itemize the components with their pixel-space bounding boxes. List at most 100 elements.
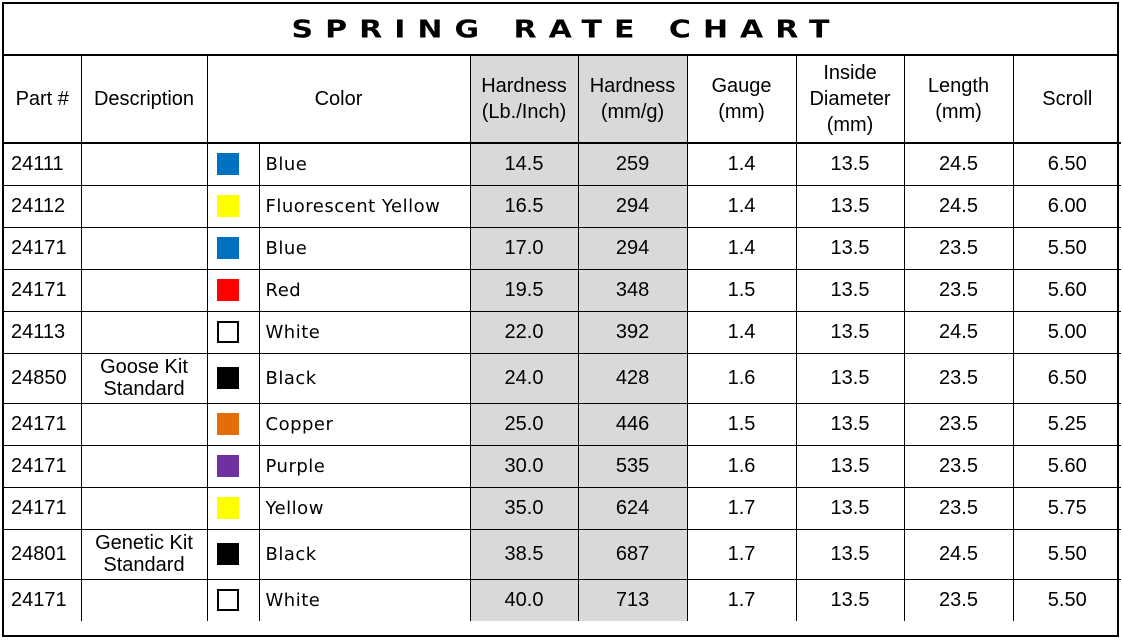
table-row: 24171 White 40.0 713 1.7 13.5 23.5 5.50 (4, 578, 1122, 621)
length-cell: 24.5 (903, 310, 1014, 354)
part-number-cell: 24171 (4, 444, 82, 488)
color-name-cell: Blue (258, 226, 471, 270)
gauge-cell: 1.4 (686, 184, 797, 228)
table-row: 24111 Blue 14.5 259 1.4 13.5 24.5 6.50 (4, 142, 1122, 186)
hardness-lb-cell: 30.0 (469, 444, 579, 488)
scroll-cell: 6.50 (1012, 352, 1122, 404)
part-number-cell: 24112 (4, 184, 82, 228)
table-row: 24171 Purple 30.0 535 1.6 13.5 23.5 5.60 (4, 444, 1122, 488)
description-cell (80, 142, 208, 186)
hardness-mm-cell: 428 (577, 352, 688, 404)
hardness-lb-cell: 19.5 (469, 268, 579, 312)
table-row: 24171 Copper 25.0 446 1.5 13.5 23.5 5.25 (4, 402, 1122, 446)
length-cell: 23.5 (903, 226, 1014, 270)
hardness-lb-cell: 17.0 (469, 226, 579, 270)
color-swatch-cell (206, 578, 260, 621)
color-swatch-cell (206, 352, 260, 404)
inside-diameter-cell: 13.5 (795, 402, 905, 446)
color-swatch-cell (206, 528, 260, 580)
gauge-cell: 1.4 (686, 310, 797, 354)
table-row: 24850 Goose Kit Standard Black 24.0 428 1.6 13… (4, 352, 1122, 404)
color-swatch (216, 279, 239, 301)
color-name-cell: White (258, 310, 471, 354)
part-number-cell: 24171 (4, 402, 82, 446)
hardness-mm-cell: 535 (577, 444, 688, 488)
description-cell (80, 310, 208, 354)
header-part: Part # (4, 56, 82, 144)
hardness-lb-cell: 25.0 (469, 402, 579, 446)
inside-diameter-cell: 13.5 (795, 352, 905, 404)
color-name-cell: Yellow (258, 486, 471, 530)
part-number-cell: 24171 (4, 578, 82, 621)
part-number-cell: 24171 (4, 268, 82, 312)
color-swatch (216, 543, 239, 565)
header-row: Part # Description Color Hardness (Lb./I… (4, 56, 1122, 144)
chart-title: Spring Rate Chart (291, 14, 842, 44)
gauge-cell: 1.4 (686, 142, 797, 186)
color-swatch (216, 497, 239, 519)
header-hardness-mm: Hardness (mm/g) (577, 56, 688, 144)
color-swatch (216, 589, 239, 612)
part-number-cell: 24850 (4, 352, 82, 404)
hardness-mm-cell: 446 (577, 402, 688, 446)
description-cell: Goose Kit Standard (80, 352, 208, 404)
color-name-cell: Copper (258, 402, 471, 446)
part-number-cell: 24113 (4, 310, 82, 354)
header-inside-diameter: Inside Diameter (mm) (795, 56, 905, 144)
gauge-cell: 1.7 (686, 528, 797, 580)
part-number-cell: 24801 (4, 528, 82, 580)
scroll-cell: 6.00 (1012, 184, 1122, 228)
inside-diameter-cell: 13.5 (795, 268, 905, 312)
length-cell: 23.5 (903, 578, 1014, 621)
hardness-lb-cell: 38.5 (469, 528, 579, 580)
table-row: 24171 Blue 17.0 294 1.4 13.5 23.5 5.50 (4, 226, 1122, 270)
length-cell: 23.5 (903, 268, 1014, 312)
color-swatch-cell (206, 444, 260, 488)
table-row: 24171 Yellow 35.0 624 1.7 13.5 23.5 5.75 (4, 486, 1122, 530)
table-row: 24112 Fluorescent Yellow 16.5 294 1.4 13.5 24.… (4, 184, 1122, 228)
color-swatch-cell (206, 402, 260, 446)
color-swatch (216, 413, 239, 435)
hardness-mm-cell: 624 (577, 486, 688, 530)
color-swatch (216, 153, 239, 176)
length-cell: 24.5 (903, 142, 1014, 186)
header-gauge: Gauge (mm) (686, 56, 797, 144)
color-swatch-cell (206, 268, 260, 312)
color-swatch (216, 195, 239, 217)
inside-diameter-cell: 13.5 (795, 310, 905, 354)
inside-diameter-cell: 13.5 (795, 578, 905, 621)
chart-title-bar: Spring Rate Chart (4, 4, 1117, 56)
description-cell: Genetic Kit Standard (80, 528, 208, 580)
inside-diameter-cell: 13.5 (795, 528, 905, 580)
description-cell (80, 402, 208, 446)
color-swatch (216, 367, 239, 389)
table-body: 24111 Blue 14.5 259 1.4 13.5 24.5 6.50 24112 Fluo… (4, 142, 1122, 621)
part-number-cell: 24171 (4, 486, 82, 530)
hardness-lb-cell: 22.0 (469, 310, 579, 354)
scroll-cell: 5.00 (1012, 310, 1122, 354)
length-cell: 23.5 (903, 402, 1014, 446)
color-swatch-cell (206, 142, 260, 186)
description-cell (80, 486, 208, 530)
inside-diameter-cell: 13.5 (795, 226, 905, 270)
description-cell (80, 578, 208, 621)
color-name-cell: Purple (258, 444, 471, 488)
scroll-cell: 5.60 (1012, 268, 1122, 312)
part-number-cell: 24111 (4, 142, 82, 186)
length-cell: 23.5 (903, 486, 1014, 530)
header-scroll: Scroll (1012, 56, 1122, 144)
inside-diameter-cell: 13.5 (795, 142, 905, 186)
hardness-lb-cell: 35.0 (469, 486, 579, 530)
color-name-cell: Black (258, 528, 471, 580)
scroll-cell: 6.50 (1012, 142, 1122, 186)
gauge-cell: 1.7 (686, 486, 797, 530)
hardness-mm-cell: 348 (577, 268, 688, 312)
color-swatch-cell (206, 310, 260, 354)
table-row: 24171 Red 19.5 348 1.5 13.5 23.5 5.60 (4, 268, 1122, 312)
description-cell (80, 268, 208, 312)
spring-rate-table: Part # Description Color Hardness (Lb./I… (4, 56, 1122, 621)
hardness-lb-cell: 24.0 (469, 352, 579, 404)
scroll-cell: 5.25 (1012, 402, 1122, 446)
scroll-cell: 5.50 (1012, 226, 1122, 270)
